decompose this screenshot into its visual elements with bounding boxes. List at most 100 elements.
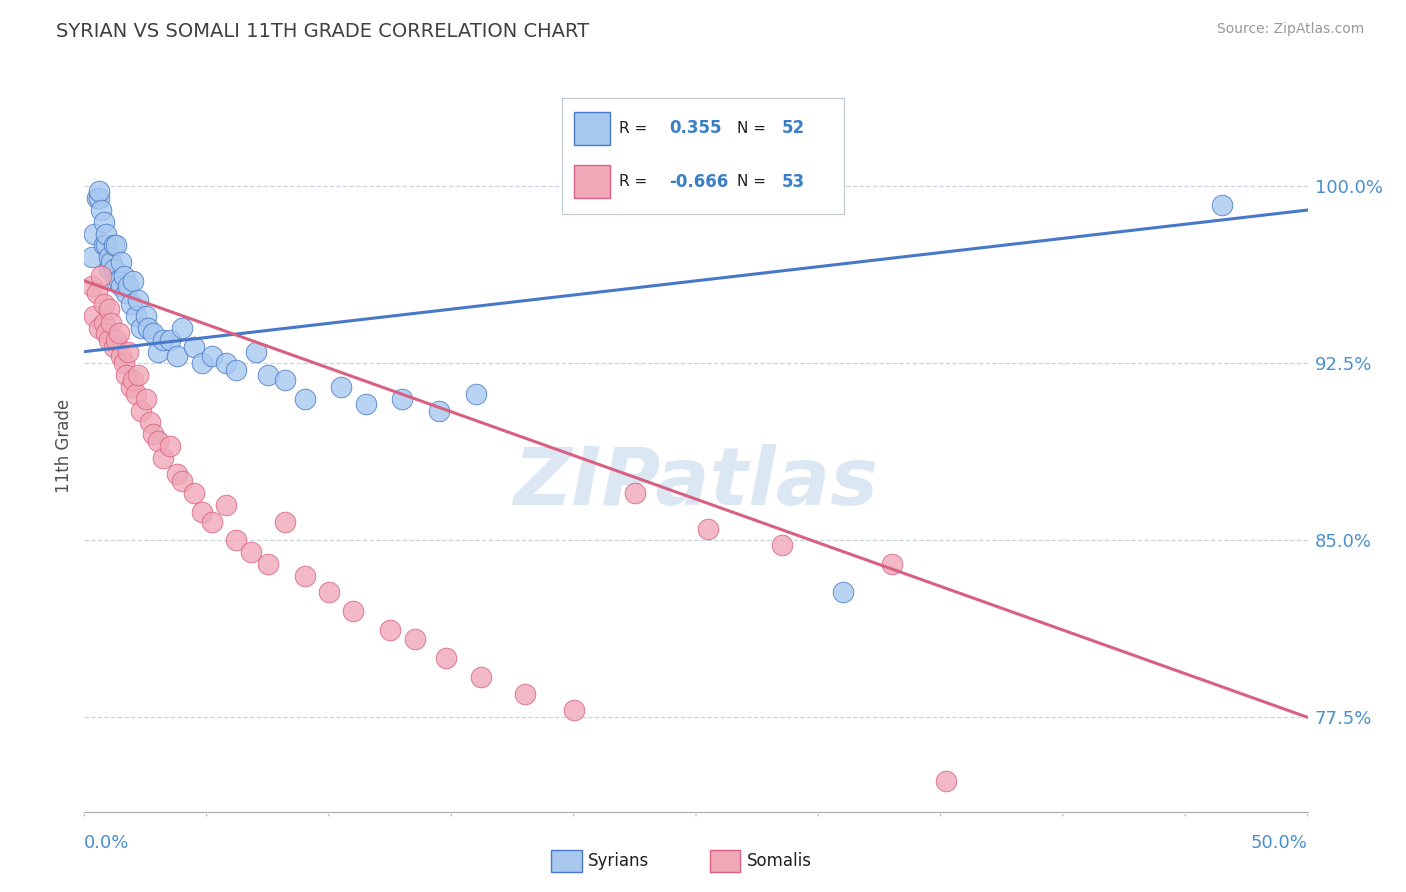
Point <box>96 326 118 340</box>
Point <box>125 310 148 324</box>
Point <box>624 486 647 500</box>
Point <box>96 227 118 241</box>
Point <box>135 310 157 324</box>
Point <box>831 585 853 599</box>
Point <box>697 522 720 536</box>
Point <box>110 255 132 269</box>
Point <box>87 184 110 198</box>
Point <box>172 321 194 335</box>
Point <box>146 434 169 449</box>
Point <box>142 326 165 340</box>
Point <box>120 380 142 394</box>
Text: R =: R = <box>619 120 647 136</box>
Point <box>200 349 222 363</box>
Point <box>129 403 152 417</box>
Point <box>112 269 135 284</box>
Point <box>166 349 188 363</box>
Point <box>934 774 956 789</box>
Point <box>562 703 585 717</box>
Point <box>80 278 103 293</box>
Point <box>880 557 903 571</box>
Point <box>80 250 103 264</box>
Point <box>146 344 169 359</box>
Point <box>107 274 129 288</box>
Point <box>103 340 125 354</box>
Text: N =: N = <box>737 120 766 136</box>
Point <box>97 250 120 264</box>
Point <box>1211 198 1233 212</box>
Point <box>96 238 118 252</box>
Point <box>107 326 129 340</box>
Text: SYRIAN VS SOMALI 11TH GRADE CORRELATION CHART: SYRIAN VS SOMALI 11TH GRADE CORRELATION … <box>56 22 589 41</box>
Point <box>93 215 115 229</box>
Point <box>87 321 110 335</box>
Point <box>380 623 402 637</box>
Point <box>274 515 297 529</box>
Point <box>129 321 152 335</box>
Point <box>139 416 162 430</box>
Point <box>100 316 122 330</box>
Point <box>127 293 149 307</box>
Point <box>215 356 238 370</box>
Text: Syrians: Syrians <box>588 852 650 870</box>
Point <box>166 467 188 482</box>
Point <box>257 368 280 383</box>
Point <box>122 373 145 387</box>
Point <box>436 651 458 665</box>
Point <box>770 538 793 552</box>
Text: ZIPatlas: ZIPatlas <box>513 443 879 522</box>
Point <box>97 262 120 277</box>
Point <box>86 191 108 205</box>
Point <box>159 439 181 453</box>
Point <box>90 269 112 284</box>
Bar <box>551 849 582 872</box>
Text: R =: R = <box>619 174 647 189</box>
Point <box>90 202 112 217</box>
Bar <box>574 165 610 198</box>
Point <box>110 278 132 293</box>
Text: 0.0%: 0.0% <box>84 834 129 852</box>
Point <box>225 533 247 548</box>
Point <box>105 274 128 288</box>
Point <box>152 333 174 347</box>
Point <box>245 344 267 359</box>
Point <box>100 255 122 269</box>
Point <box>257 557 280 571</box>
Point <box>103 262 125 277</box>
Y-axis label: 11th Grade: 11th Grade <box>55 399 73 493</box>
Point <box>93 238 115 252</box>
Point <box>136 321 159 335</box>
Point <box>330 380 353 394</box>
Point <box>159 333 181 347</box>
Bar <box>710 849 740 872</box>
Point <box>103 238 125 252</box>
Point <box>404 632 426 647</box>
Point <box>115 285 138 300</box>
Text: Somalis: Somalis <box>747 852 811 870</box>
Point <box>83 310 105 324</box>
Point <box>87 191 110 205</box>
Text: 0.355: 0.355 <box>669 120 721 137</box>
Point <box>183 486 205 500</box>
Point <box>93 297 115 311</box>
Point <box>142 427 165 442</box>
Point <box>105 238 128 252</box>
Point <box>127 368 149 383</box>
Point <box>318 585 340 599</box>
Text: N =: N = <box>737 174 766 189</box>
Point <box>225 363 247 377</box>
Point <box>122 274 145 288</box>
Text: 52: 52 <box>782 120 804 137</box>
Bar <box>574 112 610 145</box>
Point <box>152 450 174 465</box>
Point <box>97 333 120 347</box>
Point <box>191 505 214 519</box>
Point <box>110 349 132 363</box>
Point <box>115 368 138 383</box>
Point <box>112 356 135 370</box>
Point <box>513 687 536 701</box>
Point <box>391 392 413 406</box>
Point <box>215 498 238 512</box>
Point <box>427 403 450 417</box>
Point <box>470 670 492 684</box>
